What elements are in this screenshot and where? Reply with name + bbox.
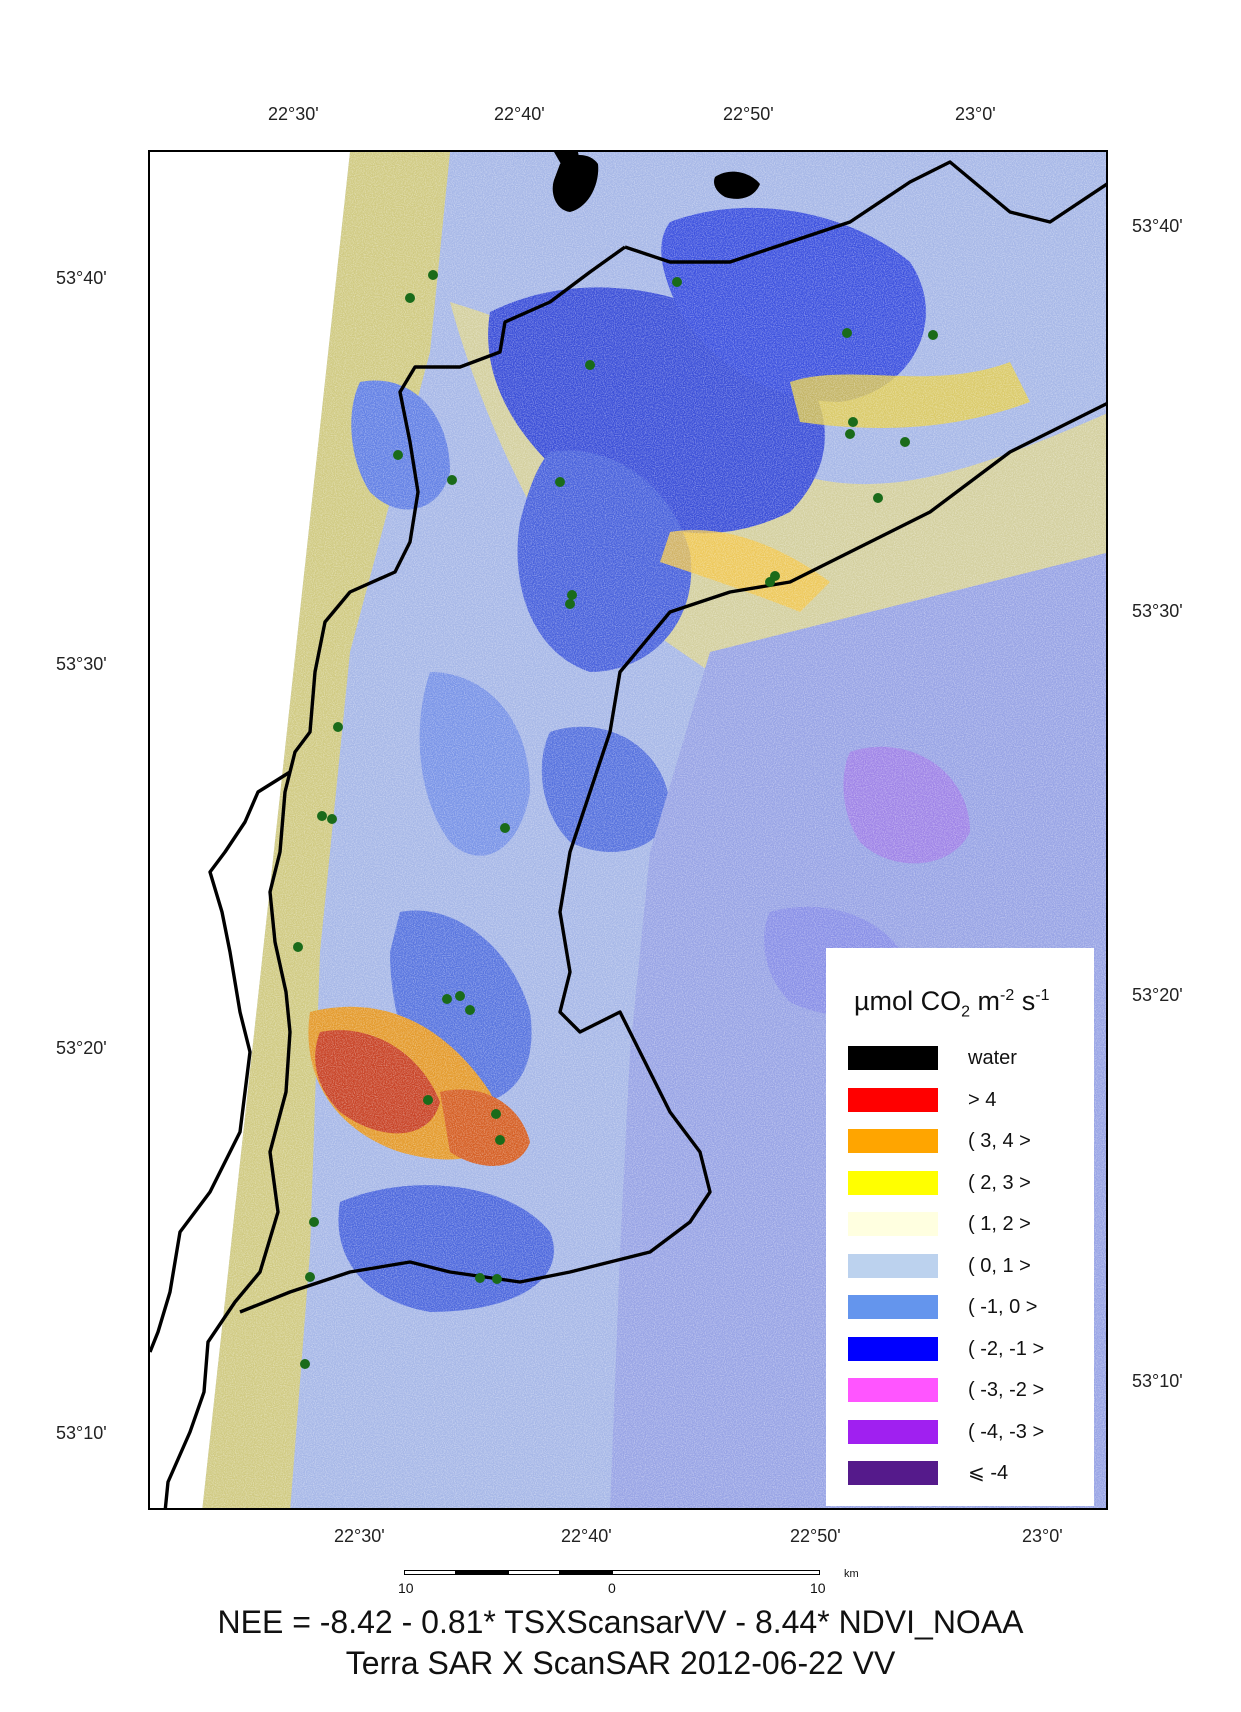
scale-bar-segment <box>612 1570 820 1575</box>
scale-bar-right-label: 10 <box>810 1580 826 1596</box>
legend-swatch <box>848 1295 938 1319</box>
top-lon-tick-1: 22°30' <box>268 104 319 124</box>
bottom-lon-tick-1: 22°30' <box>334 1526 385 1546</box>
legend-swatch <box>848 1419 938 1444</box>
boundary-lines <box>150 160 1106 1508</box>
scale-bar-segment <box>560 1570 612 1575</box>
nee-raster-map <box>150 152 1106 1508</box>
right-lat-tick-1: 53°40' <box>1132 216 1183 236</box>
legend-swatch <box>848 1129 938 1153</box>
scale-bar-left-label: 10 <box>398 1580 414 1596</box>
left-lat-tick-1: 53°40' <box>56 268 107 288</box>
scale-bar-mid-label: 0 <box>608 1580 616 1596</box>
scale-bar-segment <box>508 1570 560 1575</box>
scale-bar: 10 0 10 km <box>398 1566 859 1606</box>
legend-label: ( 1, 2 > <box>968 1213 1031 1235</box>
top-lon-tick-2: 22°40' <box>494 104 545 124</box>
legend-label: ( -4, -3 > <box>968 1420 1045 1443</box>
scale-bar-segment <box>404 1570 456 1575</box>
left-lat-tick-2: 53°30' <box>56 654 107 674</box>
right-lat-tick-4: 53°10' <box>1132 1371 1183 1391</box>
map-subtitle: Terra SAR X ScanSAR 2012-06-22 VV <box>345 1645 896 1681</box>
left-lat-tick-3: 53°20' <box>56 1038 107 1058</box>
legend-swatch <box>848 1087 938 1112</box>
legend-label: ( 2, 3 > <box>968 1171 1031 1194</box>
legend-label: water <box>968 1047 1017 1069</box>
top-lon-tick-4: 23°0' <box>955 104 996 124</box>
bottom-lon-tick-2: 22°40' <box>561 1526 612 1546</box>
raster-patches <box>202 152 1106 1508</box>
map-frame: µmol CO2 m-2 s-1 water > 4 ( 3, 4 > ( 2, 3 … <box>148 150 1108 1510</box>
scale-bar-unit: km <box>844 1568 859 1580</box>
legend-swatch <box>848 1461 938 1485</box>
scale-bar-segment <box>456 1570 508 1575</box>
right-lat-tick-3: 53°20' <box>1132 985 1183 1005</box>
nee-formula: NEE = -8.42 - 0.81* TSXScansarVV - 8.44*… <box>217 1604 1024 1640</box>
bottom-lon-tick-3: 22°50' <box>790 1526 841 1546</box>
left-lat-tick-4: 53°10' <box>56 1423 107 1443</box>
legend-label: ( -1, 0 > <box>968 1296 1038 1318</box>
legend-label: ( 0, 1 > <box>968 1254 1031 1277</box>
legend-swatch <box>848 1170 938 1195</box>
sample-points <box>293 270 938 1369</box>
top-lon-tick-3: 22°50' <box>723 104 774 124</box>
legend-swatch <box>848 1378 938 1402</box>
legend-swatch <box>848 1046 938 1070</box>
legend-label: ( -2, -1 > <box>968 1337 1045 1360</box>
legend-label: ( 3, 4 > <box>968 1130 1031 1152</box>
legend-swatch <box>848 1336 938 1361</box>
legend-label: ⩽ -4 <box>968 1462 1009 1484</box>
bottom-lon-tick-4: 23°0' <box>1022 1526 1063 1546</box>
legend-title: µmol CO2 m-2 s-1 <box>854 986 1050 1021</box>
legend-label: > 4 <box>968 1088 997 1111</box>
water-bodies <box>552 152 760 212</box>
right-lat-tick-2: 53°30' <box>1132 601 1183 621</box>
legend-label: ( -3, -2 > <box>968 1379 1045 1401</box>
legend-swatch <box>848 1253 938 1278</box>
legend-swatch <box>848 1212 938 1236</box>
legend: µmol CO2 m-2 s-1 water > 4 ( 3, 4 > ( 2, 3 … <box>826 948 1094 1506</box>
